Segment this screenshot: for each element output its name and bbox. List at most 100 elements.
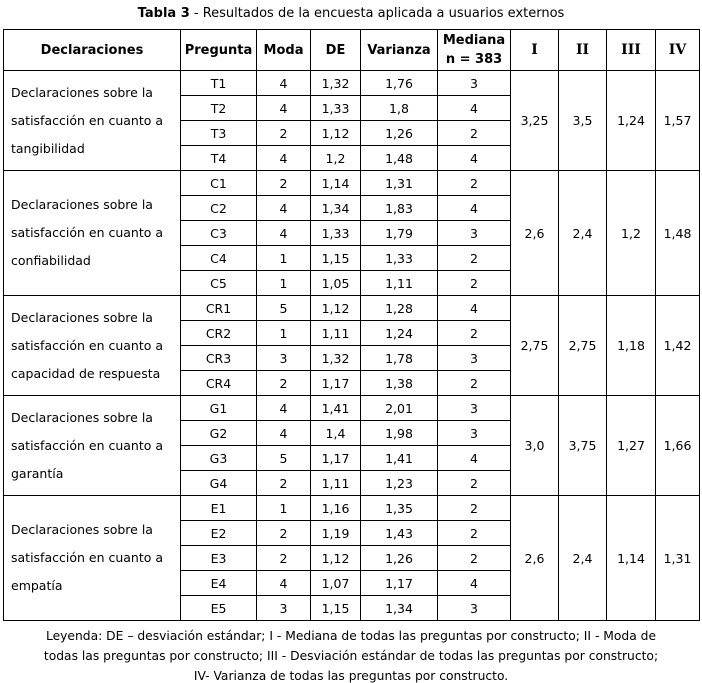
table-row: G4 2 1,11 1,23 2 bbox=[4, 470, 700, 496]
header-row: Declaraciones Pregunta Moda DE Varianza … bbox=[3, 29, 700, 71]
mediana-cell: 4 bbox=[437, 95, 511, 121]
de-cell: 1,34 bbox=[310, 195, 361, 221]
table-row: C2 4 1,34 1,83 4 bbox=[4, 195, 700, 221]
pregunta-cell: G1 bbox=[180, 395, 257, 421]
summary-iv-cell: 1,57 bbox=[655, 70, 700, 171]
table-row: G2 4 1,4 1,98 3 bbox=[4, 420, 700, 446]
header-pregunta: Pregunta bbox=[180, 29, 257, 71]
declaracion-line: satisfacción en cuanto a bbox=[11, 337, 164, 353]
mediana-cell: 2 bbox=[437, 320, 511, 346]
varianza-cell: 1,43 bbox=[360, 520, 438, 546]
summary-iv-cell: 1,42 bbox=[655, 295, 700, 396]
varianza-cell: 1,41 bbox=[360, 445, 438, 471]
de-cell: 1,2 bbox=[310, 145, 361, 171]
moda-cell: 1 bbox=[256, 495, 311, 521]
pregunta-cell: G2 bbox=[180, 420, 257, 446]
declaracion-line: Declaraciones sobre la bbox=[11, 84, 153, 100]
varianza-cell: 1,8 bbox=[360, 95, 438, 121]
table-title: Tabla 3 - Resultados de la encuesta apli… bbox=[0, 6, 702, 21]
mediana-cell: 3 bbox=[437, 595, 511, 621]
summary-i-cell: 2,75 bbox=[510, 295, 559, 396]
summary-iii-cell: 1,27 bbox=[606, 395, 656, 496]
de-cell: 1,17 bbox=[310, 445, 361, 471]
table-row: T4 4 1,2 1,48 4 bbox=[4, 145, 700, 171]
pregunta-cell: CR3 bbox=[180, 345, 257, 371]
header-ii: II bbox=[558, 29, 607, 71]
table-body: Declaraciones sobre la satisfacción en cu… bbox=[3, 70, 700, 621]
mediana-cell: 4 bbox=[437, 195, 511, 221]
de-cell: 1,15 bbox=[310, 595, 361, 621]
summary-ii-cell: 2,4 bbox=[558, 495, 607, 621]
varianza-cell: 1,48 bbox=[360, 145, 438, 171]
summary-iv-cell: 1,66 bbox=[655, 395, 700, 496]
declaracion-line: confiabilidad bbox=[11, 253, 91, 268]
de-cell: 1,12 bbox=[310, 295, 361, 321]
varianza-cell: 1,24 bbox=[360, 320, 438, 346]
pregunta-cell: T3 bbox=[180, 120, 257, 146]
mediana-cell: 4 bbox=[437, 145, 511, 171]
moda-cell: 1 bbox=[256, 320, 311, 346]
results-table: Declaraciones Pregunta Moda DE Varianza … bbox=[3, 29, 700, 621]
summary-ii-cell: 2,75 bbox=[558, 295, 607, 396]
varianza-cell: 1,23 bbox=[360, 470, 438, 496]
moda-cell: 2 bbox=[256, 545, 311, 571]
header-iv: IV bbox=[655, 29, 700, 71]
varianza-cell: 1,79 bbox=[360, 220, 438, 246]
pregunta-cell: G3 bbox=[180, 445, 257, 471]
mediana-cell: 2 bbox=[437, 120, 511, 146]
declaracion-cell: Declaraciones sobre la satisfacción en cu… bbox=[3, 295, 181, 396]
legend-line: Leyenda: DE – desviación estándar; I - M… bbox=[45, 629, 657, 643]
legend-line: IV- Varianza de todas las preguntas por … bbox=[193, 669, 509, 683]
mediana-cell: 2 bbox=[437, 370, 511, 396]
table-caption: - Resultados de la encuesta aplicada a u… bbox=[189, 6, 565, 21]
varianza-cell: 1,35 bbox=[360, 495, 438, 521]
table-row: Declaraciones sobre la satisfacción en cu… bbox=[3, 170, 700, 296]
mediana-cell: 3 bbox=[437, 345, 511, 371]
de-cell: 1,4 bbox=[310, 420, 361, 446]
mediana-cell: 2 bbox=[437, 470, 511, 496]
declaracion-line: Declaraciones sobre la bbox=[11, 522, 153, 537]
de-cell: 1,41 bbox=[310, 395, 361, 421]
declaracion-line: satisfacción en cuanto a bbox=[11, 550, 164, 565]
header-moda: Moda bbox=[256, 29, 311, 71]
mediana-cell: 2 bbox=[437, 545, 511, 571]
header-mediana-line2: n = 383 bbox=[445, 52, 503, 67]
pregunta-cell: E2 bbox=[180, 520, 257, 546]
de-cell: 1,11 bbox=[310, 320, 361, 346]
de-cell: 1,19 bbox=[310, 520, 361, 546]
moda-cell: 2 bbox=[256, 470, 311, 496]
pregunta-cell: E4 bbox=[180, 570, 257, 596]
varianza-cell: 2,01 bbox=[360, 395, 438, 421]
declaracion-line: capacidad de respuesta bbox=[11, 365, 161, 381]
moda-cell: 5 bbox=[256, 445, 311, 471]
declaracion-line: Declaraciones sobre la bbox=[11, 197, 153, 212]
mediana-cell: 2 bbox=[437, 170, 511, 196]
de-cell: 1,05 bbox=[310, 270, 361, 296]
summary-iv-cell: 1,48 bbox=[655, 170, 700, 296]
table-row: CR4 2 1,17 1,38 2 bbox=[4, 370, 700, 396]
moda-cell: 4 bbox=[256, 570, 311, 596]
summary-i-cell: 2,6 bbox=[510, 495, 559, 621]
moda-cell: 5 bbox=[256, 295, 311, 321]
declaracion-cell: Declaraciones sobre la satisfacción en cu… bbox=[3, 395, 181, 496]
moda-cell: 4 bbox=[256, 395, 311, 421]
mediana-cell: 2 bbox=[437, 495, 511, 521]
varianza-cell: 1,76 bbox=[360, 70, 438, 96]
varianza-cell: 1,28 bbox=[360, 295, 438, 321]
mediana-cell: 4 bbox=[437, 295, 511, 321]
moda-cell: 4 bbox=[256, 195, 311, 221]
pregunta-cell: C1 bbox=[180, 170, 257, 196]
table-row: E5 3 1,15 1,34 3 bbox=[4, 595, 700, 621]
moda-cell: 2 bbox=[256, 370, 311, 396]
pregunta-cell: CR4 bbox=[180, 370, 257, 396]
pregunta-cell: E5 bbox=[180, 595, 257, 621]
pregunta-cell: C5 bbox=[180, 270, 257, 296]
declaracion-line: satisfacción en cuanto a bbox=[11, 225, 164, 240]
declaracion-line: Declaraciones sobre la bbox=[11, 309, 153, 325]
pregunta-cell: CR1 bbox=[180, 295, 257, 321]
mediana-cell: 3 bbox=[437, 420, 511, 446]
summary-ii-cell: 2,4 bbox=[558, 170, 607, 296]
moda-cell: 2 bbox=[256, 170, 311, 196]
summary-iv-cell: 1,31 bbox=[655, 495, 700, 621]
declaracion-line: satisfacción en cuanto a bbox=[11, 437, 164, 453]
